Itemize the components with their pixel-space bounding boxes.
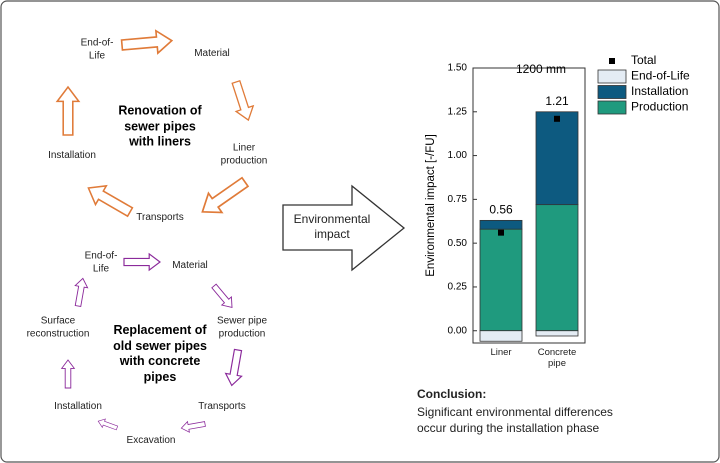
x-tick-label: Concrete pipe (537, 347, 577, 370)
y-tick-label: 0.50 (448, 238, 468, 249)
legend-label: Production (631, 100, 688, 114)
big-arrow (282, 184, 406, 272)
legend-label: Total (631, 53, 656, 67)
y-tick-label: 0.75 (448, 194, 468, 205)
step-label: Surface reconstruction (26, 315, 90, 340)
chart: 0.00 0.25 0.50 0.75 1.00 1.25 1.50 Environmenta… (425, 53, 690, 344)
value-label: 0.56 (489, 203, 513, 217)
bar-segment (479, 219, 523, 230)
y-tick-label: 0.00 (448, 325, 468, 336)
annotation: 1200 mm (516, 62, 566, 76)
legend-swatch (597, 100, 627, 115)
legend-swatch (609, 58, 615, 64)
total-marker (554, 115, 560, 122)
step-label: End-of- Life (84, 250, 118, 275)
y-tick-label: 1.50 (448, 63, 468, 74)
bar-segment (479, 228, 523, 332)
conclusion-title: Conclusion: (417, 387, 487, 401)
plot-frame (472, 67, 586, 344)
step-label: Material (194, 47, 230, 59)
y-tick-label: 1.00 (448, 150, 468, 161)
x-tick-label: Liner (490, 347, 512, 358)
step-label: Transports (136, 211, 184, 223)
legend-swatch (597, 85, 627, 99)
y-axis-title: Environmental impact [-/FU] (425, 134, 437, 277)
y-tick-label: 0.25 (448, 282, 468, 293)
cycle-title: Renovation of sewer pipes with liners (118, 103, 202, 149)
bar-segment (535, 204, 579, 332)
step-label: End-of- Life (80, 37, 114, 62)
step-label: Installation (48, 149, 96, 161)
cycle-title: Replacement of old sewer pipes with conc… (113, 322, 207, 384)
step-label: Excavation (126, 434, 176, 446)
total-marker (498, 229, 504, 236)
bar-segment (535, 330, 579, 337)
y-tick-label: 1.25 (448, 106, 468, 117)
legend-label: Installation (631, 84, 688, 98)
arrow-label: Environmental impact (293, 212, 371, 241)
legend-label: End-of-Life (631, 69, 690, 83)
step-label: Liner production (220, 142, 268, 167)
bar-segment (479, 330, 523, 342)
step-label: Installation (54, 400, 102, 412)
step-label: Sewer pipe production (216, 315, 268, 340)
conclusion-text: Significant environmental differences oc… (417, 405, 613, 436)
value-label: 1.21 (545, 94, 569, 108)
legend-swatch (597, 69, 627, 84)
bar-segment (535, 111, 579, 206)
step-label: Material (172, 259, 208, 271)
step-label: Transports (198, 400, 246, 412)
